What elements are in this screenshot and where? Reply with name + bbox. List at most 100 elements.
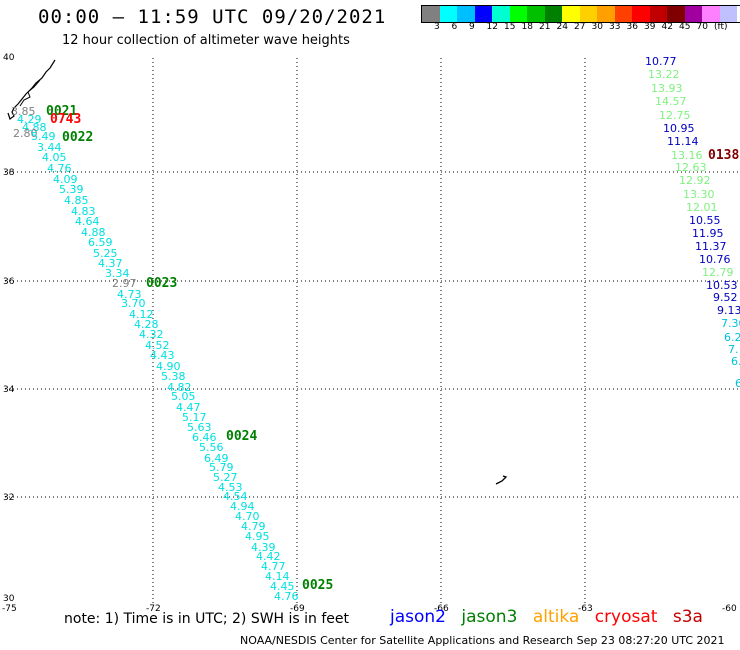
wave-height-point: 4.82	[167, 381, 192, 394]
wave-height-point: 4.54	[223, 490, 248, 503]
wave-height-point: 4.79	[241, 520, 266, 533]
x-tick-label: -72	[146, 604, 161, 614]
legend-swatch	[579, 6, 597, 22]
legend-label: 42	[661, 22, 673, 32]
wave-height-point: 4.14	[265, 570, 290, 583]
wave-height-point: 6.49	[204, 452, 229, 465]
y-tick-label: 40	[3, 53, 15, 63]
wave-height-point: 4.90	[156, 360, 181, 373]
legend-swatch	[527, 6, 545, 22]
legend-swatch	[649, 6, 667, 22]
wave-height-point: 6.2	[724, 331, 740, 344]
wave-height-point: 9.52	[713, 291, 738, 304]
wave-height-point: 12.75	[659, 109, 691, 122]
wave-height-point: 11.14	[667, 135, 699, 148]
legend-swatch	[597, 6, 615, 22]
wave-height-point: 13.22	[648, 68, 680, 81]
legend-label: 39	[644, 22, 656, 32]
lat-lon-grid	[5, 58, 740, 603]
wave-height-point: 5.25	[93, 247, 118, 260]
legend-swatch	[474, 6, 492, 22]
altimeter-track-left: 3.854.294.882.805.493.444.054.764.095.39…	[11, 105, 299, 603]
wave-height-point: 4.73	[117, 288, 142, 301]
wave-height-point: 12.63	[675, 161, 707, 174]
x-tick-label: -60	[722, 604, 737, 614]
wave-height-point: 4.29	[17, 113, 42, 126]
legend-swatch	[667, 6, 685, 22]
legend-label: 21	[539, 22, 551, 32]
wave-height-point: 4.28	[134, 318, 159, 331]
wave-height-point: 10.95	[663, 122, 695, 135]
legend-swatch	[544, 6, 562, 22]
sat-s3a: s3a	[672, 607, 703, 627]
legend-swatch	[737, 6, 740, 22]
wave-height-point: 4.09	[53, 173, 78, 186]
wave-height-point: 4.47	[176, 401, 201, 414]
x-tick-label: -75	[2, 604, 17, 614]
coastline	[7, 59, 508, 485]
note-text: note: 1) Time is in UTC; 2) SWH is in fe…	[64, 611, 350, 627]
wave-height-point: 4.52	[145, 339, 170, 352]
map-title: 00:00 – 11:59 UTC 09/20/2021	[38, 6, 387, 28]
legend-label: 45	[679, 22, 691, 32]
wave-height-point: 2.80	[13, 127, 38, 140]
legend-swatch	[719, 6, 737, 22]
wave-height-point: 3.44	[37, 141, 62, 154]
wave-height-point: 4.05	[42, 151, 67, 164]
wave-height-point: 5.38	[161, 370, 186, 383]
pass-time-label: 0023	[146, 276, 177, 291]
legend-swatch	[632, 6, 650, 22]
wave-height-point: 5.49	[31, 130, 56, 143]
wave-height-point: 4.12	[129, 308, 154, 321]
pass-time-label: 0022	[62, 130, 93, 145]
map-subtitle: 12 hour collection of altimeter wave hei…	[62, 33, 350, 48]
wave-height-point: 4.94	[230, 500, 255, 513]
x-tick-label: -66	[434, 604, 449, 614]
sat-cryosat: cryosat	[594, 607, 658, 627]
legend-label: (ft)	[714, 22, 728, 32]
wave-height-point: 12.01	[686, 201, 718, 214]
wave-height-point: 11.95	[692, 227, 724, 240]
wave-height-point: 5.39	[59, 183, 84, 196]
wave-height-point: 14.57	[655, 95, 687, 108]
legend-label: 6	[451, 22, 458, 32]
legend-label: 15	[504, 22, 516, 32]
wave-height-point: 5.17	[182, 411, 207, 424]
wave-height-point: 5.27	[213, 471, 238, 484]
wave-height-point: 4.32	[139, 328, 164, 341]
legend-swatch	[684, 6, 702, 22]
legend-label: 36	[626, 22, 638, 32]
wave-height-point: 4.43	[150, 349, 175, 362]
wave-height-point: 10.53	[706, 279, 738, 292]
y-tick-label: 30	[3, 594, 15, 604]
wave-height-point: 2.97	[112, 277, 137, 290]
wave-height-point: 4.76	[274, 590, 299, 603]
y-tick-label: 32	[3, 493, 14, 503]
sat-jason3: jason3	[461, 607, 518, 627]
legend-label: 12	[486, 22, 498, 32]
legend-label: 33	[609, 22, 621, 32]
wave-height-point: 12.92	[679, 174, 711, 187]
wave-height-point: 10.77	[645, 55, 677, 68]
wave-height-point: 5.56	[199, 441, 224, 454]
legend-swatch	[614, 6, 632, 22]
pass-time-label: 0743	[50, 112, 81, 127]
wave-height-point: 11.37	[695, 240, 727, 253]
legend-label: 24	[556, 22, 568, 32]
y-tick-label: 38	[3, 168, 15, 178]
wave-height-point: 4.83	[71, 205, 96, 218]
y-tick-label: 34	[3, 385, 15, 395]
axis-ticks: -75 -72 -69 -66 -63 -60 40 38 36 34 32 30	[2, 53, 737, 614]
legend-label: 9	[469, 22, 475, 32]
color-scale-legend	[421, 5, 740, 23]
wave-height-point: 4.53	[218, 481, 243, 494]
pass-time-label: 0024	[226, 429, 257, 444]
pass-time-label: 0021	[46, 104, 77, 119]
wave-height-point: 9.13	[717, 304, 740, 317]
wave-height-point: 4.70	[235, 510, 260, 523]
altimeter-track-right: 10.7713.2213.9314.5712.7510.9511.1413.16…	[645, 55, 740, 390]
x-tick-label: -63	[578, 604, 593, 614]
wave-height-point: 6.46	[192, 431, 217, 444]
wave-height-point: 10.55	[689, 214, 721, 227]
